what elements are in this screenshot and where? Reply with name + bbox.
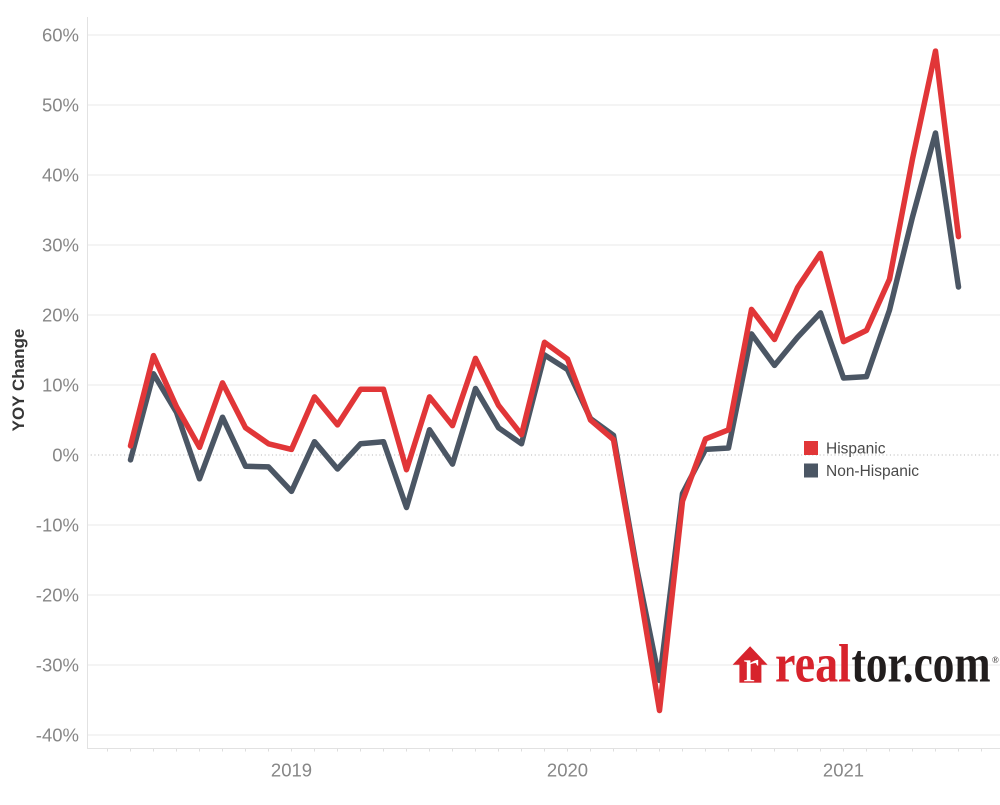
svg-text:2020: 2020 — [547, 760, 588, 781]
svg-text:2019: 2019 — [271, 760, 312, 781]
svg-text:-10%: -10% — [36, 515, 79, 536]
svg-text:-20%: -20% — [36, 585, 79, 606]
svg-text:10%: 10% — [42, 375, 79, 396]
svg-text:tor.com: tor.com — [852, 634, 991, 694]
svg-text:YOY Change: YOY Change — [9, 329, 28, 432]
svg-text:50%: 50% — [42, 95, 79, 116]
svg-text:0%: 0% — [52, 445, 79, 466]
svg-text:20%: 20% — [42, 305, 79, 326]
svg-text:®: ® — [992, 655, 999, 665]
svg-text:r: r — [743, 640, 758, 691]
svg-text:30%: 30% — [42, 235, 79, 256]
svg-text:real: real — [775, 634, 851, 694]
svg-text:40%: 40% — [42, 165, 79, 186]
svg-text:60%: 60% — [42, 25, 79, 46]
svg-text:2021: 2021 — [823, 760, 864, 781]
svg-text:Non-Hispanic: Non-Hispanic — [826, 463, 919, 480]
svg-text:-30%: -30% — [36, 655, 79, 676]
svg-text:-40%: -40% — [36, 725, 79, 746]
svg-text:Hispanic: Hispanic — [826, 441, 886, 458]
